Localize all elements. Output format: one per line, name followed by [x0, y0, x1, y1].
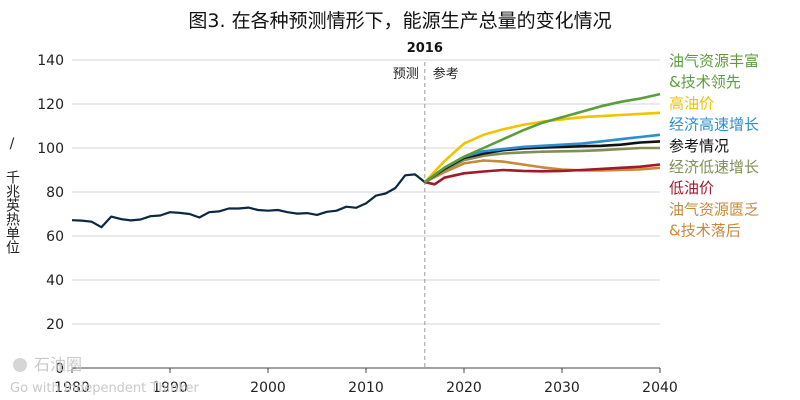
- x-tick-label: 2000: [250, 380, 286, 396]
- legend-entry-4: 经济低速增长: [669, 158, 759, 176]
- series-line-4: [424, 146, 660, 184]
- series-line-history: [71, 173, 426, 229]
- legend-entry-3: 参考情况: [669, 137, 729, 155]
- svg-text:石油圈: 石油圈: [34, 355, 82, 374]
- x-tick-label: 2020: [446, 380, 482, 396]
- watermark: 石油圈 Go with Independent Thinker: [10, 355, 199, 396]
- marker-left-label: 预测: [393, 67, 419, 82]
- y-axis: 0 20 40 60 80 100 120 140: [37, 53, 64, 377]
- x-tick-label: 1980: [54, 380, 90, 396]
- series-line-5: [424, 163, 661, 186]
- x-tick-label: 2010: [348, 380, 384, 396]
- y-tick-label: 80: [46, 185, 64, 201]
- y-tick-label: 60: [46, 229, 64, 245]
- y-tick-label: 20: [46, 317, 64, 333]
- legend-entry-0: &技术领先: [669, 73, 741, 91]
- legend-entry-1: 高油价: [669, 94, 714, 112]
- y-tick-label: 0: [55, 361, 64, 377]
- x-tick-label: 1990: [152, 380, 188, 396]
- x-axis: 1980 1990 2000 2010 2020 2030 2040: [54, 368, 678, 396]
- series-lines: [71, 92, 661, 229]
- legend-entry-2: 经济高速增长: [669, 116, 759, 134]
- marker-right-label: 参考: [433, 66, 459, 82]
- y-axis-label: / 千兆英热单位: [4, 136, 20, 254]
- grid: [72, 59, 660, 369]
- y-tick-label: 120: [37, 97, 64, 113]
- y-tick-label: 40: [46, 273, 64, 289]
- series-line-6: [424, 159, 661, 184]
- svg-text:/: /: [10, 136, 15, 152]
- forecast-marker: 2016 预测 参考: [393, 41, 459, 368]
- legend-entry-6: 油气资源匮乏: [669, 200, 759, 218]
- x-tick-label: 2040: [642, 380, 678, 396]
- marker-year-label: 2016: [407, 41, 443, 56]
- series-line-0: [424, 92, 661, 184]
- svg-text:千兆英热单位: 千兆英热单位: [4, 170, 20, 254]
- legend-entry-0: 油气资源丰富: [669, 52, 759, 70]
- legend-entry-6: &技术落后: [669, 222, 741, 240]
- y-tick-label: 140: [37, 53, 64, 69]
- legend-entry-5: 低油价: [669, 179, 714, 197]
- chart-title: 图3. 在各种预测情形下，能源生产总量的变化情况: [188, 10, 611, 32]
- y-tick-label: 100: [37, 141, 64, 157]
- x-tick-label: 2030: [544, 380, 580, 396]
- svg-text:Go with Independent Thinker: Go with Independent Thinker: [10, 381, 199, 396]
